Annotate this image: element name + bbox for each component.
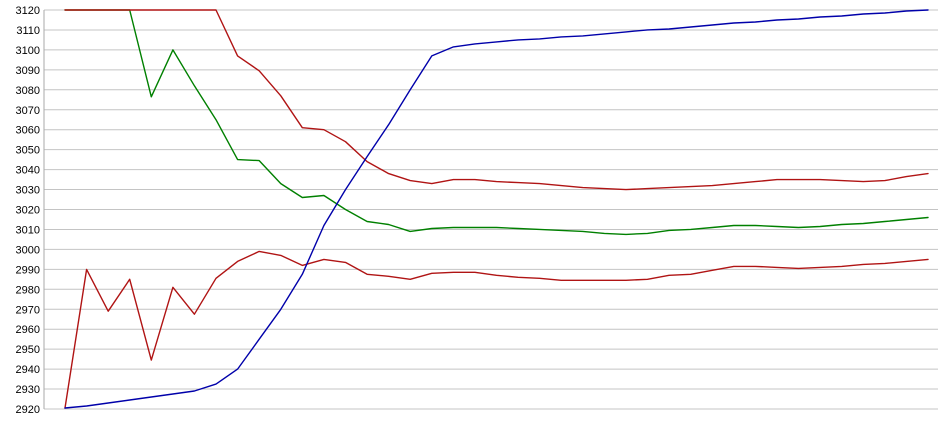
y-axis-label: 3110	[16, 25, 40, 37]
gridlines	[43, 9, 938, 410]
y-axis-label: 3030	[16, 185, 40, 197]
series-dark_red_upper	[64, 9, 929, 191]
y-axis-label: 2940	[16, 364, 40, 376]
y-axis-labels: 3120 3110 3100 3090 3080 3070 3060 3050 3040 3030…	[16, 5, 40, 416]
series-green	[64, 9, 929, 236]
y-axis-label: 3020	[16, 205, 40, 217]
y-axis-label: 3120	[16, 5, 40, 17]
y-axis-label: 3050	[16, 145, 40, 157]
y-axis-label: 3080	[16, 85, 40, 97]
y-axis-label: 3010	[16, 224, 40, 236]
y-axis-label: 2950	[16, 344, 40, 356]
y-axis-label: 3070	[16, 105, 40, 117]
y-axis-label: 2920	[16, 404, 40, 416]
y-axis-label: 3040	[16, 165, 40, 177]
y-axis-label: 3000	[16, 244, 40, 256]
series-blue	[64, 9, 929, 409]
y-axis-label: 2960	[16, 324, 40, 336]
y-axis-label: 3100	[16, 45, 40, 57]
data-series	[64, 9, 929, 409]
y-axis-label: 2930	[16, 384, 40, 396]
y-axis-label: 3060	[16, 125, 40, 137]
y-axis-label: 3090	[16, 65, 40, 77]
y-axis-label: 2970	[16, 304, 40, 316]
y-axis-label: 2980	[16, 284, 40, 296]
series-dark_red_lower	[64, 250, 929, 409]
y-axis-label: 2990	[16, 264, 40, 276]
